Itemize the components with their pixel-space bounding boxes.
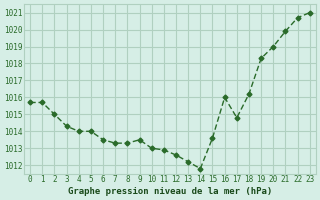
X-axis label: Graphe pression niveau de la mer (hPa): Graphe pression niveau de la mer (hPa)	[68, 187, 272, 196]
